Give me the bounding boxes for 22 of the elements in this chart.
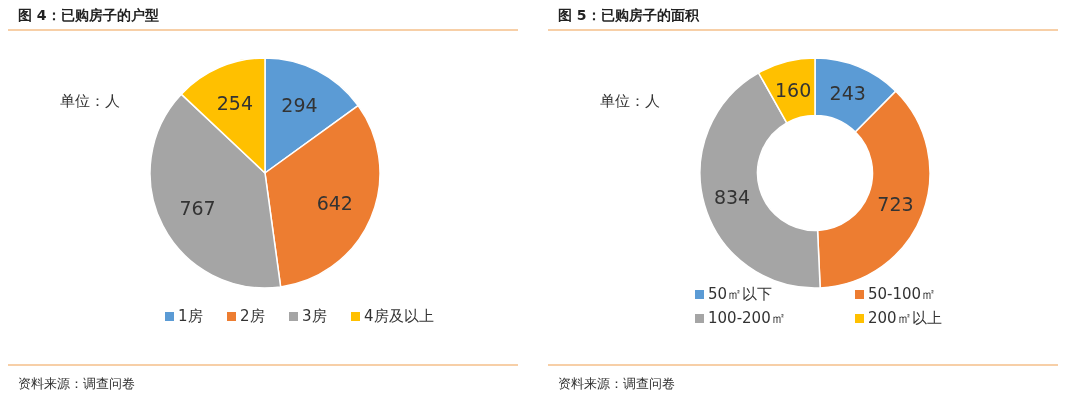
text: 资料来源：调查问卷 — [18, 376, 135, 391]
data-label: 834 — [713, 185, 751, 208]
text: 单位：人 — [60, 92, 120, 110]
data-label: 767 — [179, 196, 216, 219]
text: 单位：人 — [600, 92, 660, 110]
data-label: 723 — [877, 192, 914, 215]
legend-label: 200㎡以上 — [868, 309, 942, 327]
chart-title: 图 5：已购房子的面积 — [558, 7, 700, 23]
data-label: 294 — [281, 94, 318, 117]
text: 资料来源：调查问卷 — [558, 376, 675, 391]
legend-label: 3房 — [302, 307, 327, 325]
data-label: 160 — [774, 78, 812, 101]
legend-label: 50-100㎡ — [868, 285, 937, 303]
legend-label: 100-200㎡ — [708, 309, 786, 327]
legend-label: 1房 — [178, 307, 203, 325]
legend-label: 4房及以上 — [364, 307, 434, 325]
data-label: 243 — [829, 82, 866, 105]
data-label: 642 — [316, 191, 353, 214]
legend-label: 2房 — [240, 307, 265, 325]
legend-label: 50㎡以下 — [708, 285, 773, 303]
chart-title: 图 4：已购房子的户型 — [18, 7, 159, 23]
data-label: 254 — [216, 92, 254, 115]
